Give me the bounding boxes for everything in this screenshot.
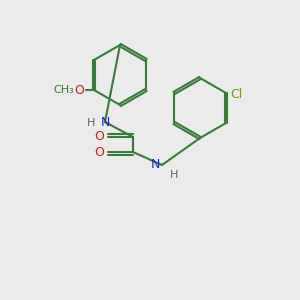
Text: Cl: Cl	[230, 88, 242, 101]
Text: H: H	[170, 170, 178, 180]
Text: N: N	[100, 116, 110, 128]
Text: CH₃: CH₃	[53, 85, 74, 95]
Text: O: O	[94, 130, 104, 142]
Text: O: O	[94, 146, 104, 160]
Text: N: N	[151, 158, 160, 170]
Text: H: H	[87, 118, 95, 128]
Text: O: O	[74, 83, 84, 97]
